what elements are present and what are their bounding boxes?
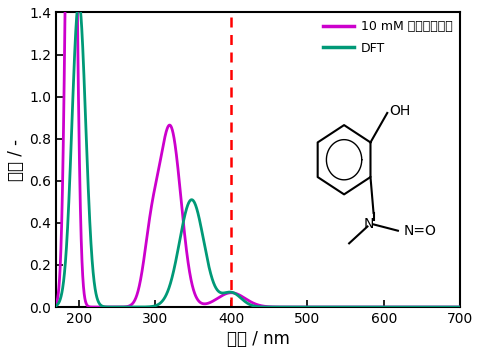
Text: OH: OH <box>389 104 410 118</box>
X-axis label: 波長 / nm: 波長 / nm <box>227 330 289 348</box>
Text: N=O: N=O <box>404 224 437 238</box>
Text: N: N <box>364 217 374 231</box>
Y-axis label: 吸収 / -: 吸収 / - <box>7 139 25 181</box>
Legend: 10 mM メタノール中, DFT: 10 mM メタノール中, DFT <box>319 16 456 59</box>
